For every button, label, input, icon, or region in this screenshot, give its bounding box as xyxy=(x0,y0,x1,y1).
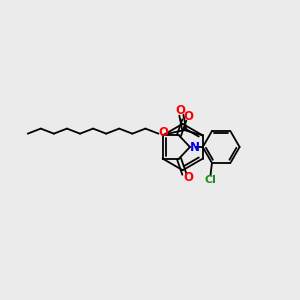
Text: O: O xyxy=(183,171,193,184)
Text: O: O xyxy=(183,110,193,123)
Text: O: O xyxy=(158,126,168,139)
Text: Cl: Cl xyxy=(205,175,216,185)
Text: O: O xyxy=(175,104,185,117)
Text: N: N xyxy=(190,140,200,154)
